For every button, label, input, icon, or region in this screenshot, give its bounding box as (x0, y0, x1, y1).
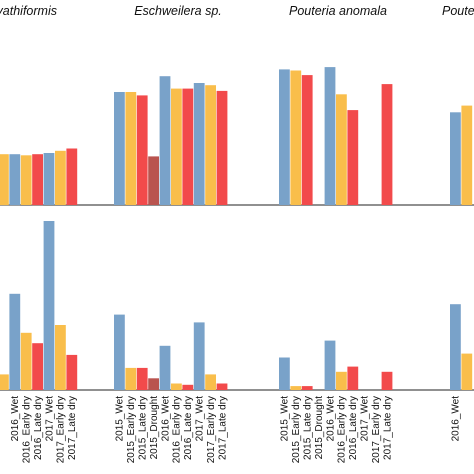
bar (336, 371, 347, 390)
bar (290, 70, 302, 205)
bar (324, 340, 336, 390)
x-tick-label: 2017_Wet (195, 396, 206, 442)
bar (205, 374, 216, 390)
bar (43, 221, 55, 390)
bar (336, 94, 347, 205)
x-tick-label: 2016_Early dry (22, 396, 33, 463)
x-tick-label: 2017_Late dry (217, 396, 228, 460)
x-tick-label: 2017_Early dry (56, 396, 67, 463)
x-tick-label: 2015_Wet (280, 396, 291, 442)
species-title: Pouteria anomala (289, 4, 387, 18)
bar (182, 384, 194, 390)
bar (301, 386, 313, 390)
x-tick-label: 2017_Early dry (206, 396, 217, 463)
x-tick-label: 2016_Late dry (33, 396, 44, 460)
bar (347, 110, 359, 205)
bar (324, 67, 336, 205)
x-tick-label: 2015_Late dry (303, 396, 314, 460)
bar (171, 88, 182, 205)
x-tick-label: 2017_Wet (44, 396, 55, 442)
bar (0, 374, 9, 390)
bar (20, 332, 32, 390)
x-tick-label: 2016_Wet (160, 396, 171, 442)
bar (193, 83, 205, 205)
species-title: Eschweilera sp. (134, 4, 222, 18)
bar (66, 354, 78, 390)
bar (461, 105, 473, 205)
species-title: Poute (442, 4, 474, 18)
bar (159, 76, 171, 205)
x-tick-label: 2016_Wet (10, 396, 21, 442)
x-tick-label: 2015_Late dry (138, 396, 149, 460)
bar (290, 386, 302, 390)
bar (182, 88, 194, 205)
bar (461, 353, 473, 390)
x-tick-label: 2016_Early dry (172, 396, 183, 463)
bar (32, 154, 43, 206)
bar (347, 366, 359, 390)
bar (136, 367, 148, 390)
x-tick-label: 2017_Late dry (382, 396, 393, 460)
bar (125, 367, 137, 390)
bar (301, 75, 313, 205)
x-tick-label: 2015_Wet (115, 396, 126, 442)
bar (279, 357, 290, 390)
bar (114, 314, 125, 390)
bar (43, 153, 55, 205)
x-tick-label: 2016_Wet (451, 396, 462, 442)
bar (20, 155, 32, 205)
x-tick-label: 2015_Drought (314, 396, 325, 460)
bar (148, 156, 159, 205)
bar (279, 69, 290, 206)
bar (0, 154, 9, 206)
bar (55, 150, 66, 205)
x-tick-label: 2015_Drought (149, 396, 160, 460)
bar (381, 84, 393, 205)
bar (9, 293, 21, 390)
x-tick-label: 2016_Late dry (183, 396, 194, 460)
x-tick-label: 2017_Early dry (371, 396, 382, 463)
x-tick-label: 2016_Wet (325, 396, 336, 442)
bar (216, 383, 228, 390)
bar (32, 343, 43, 390)
bar (450, 304, 461, 390)
x-tick-label: 2016_Early dry (337, 396, 348, 463)
x-tick-label: 2017_Late dry (67, 396, 78, 460)
x-tick-label: 2015_Early dry (291, 396, 302, 463)
bar (148, 378, 159, 390)
bar (171, 383, 182, 390)
bar (381, 371, 393, 390)
bar (66, 148, 78, 205)
bar (125, 92, 137, 205)
x-tick-label: 2017_Wet (360, 396, 371, 442)
bar (216, 90, 228, 205)
bar (450, 112, 461, 205)
species-title: ra cyathiformis (0, 4, 57, 18)
bar (193, 322, 205, 390)
x-tick-label: 2015_Early dry (126, 396, 137, 463)
bar (159, 345, 171, 390)
bar (9, 154, 21, 206)
bar (114, 92, 125, 205)
bar (55, 325, 66, 390)
x-tick-label: 2016_Late dry (348, 396, 359, 460)
bar (136, 95, 148, 205)
bar (205, 85, 216, 205)
